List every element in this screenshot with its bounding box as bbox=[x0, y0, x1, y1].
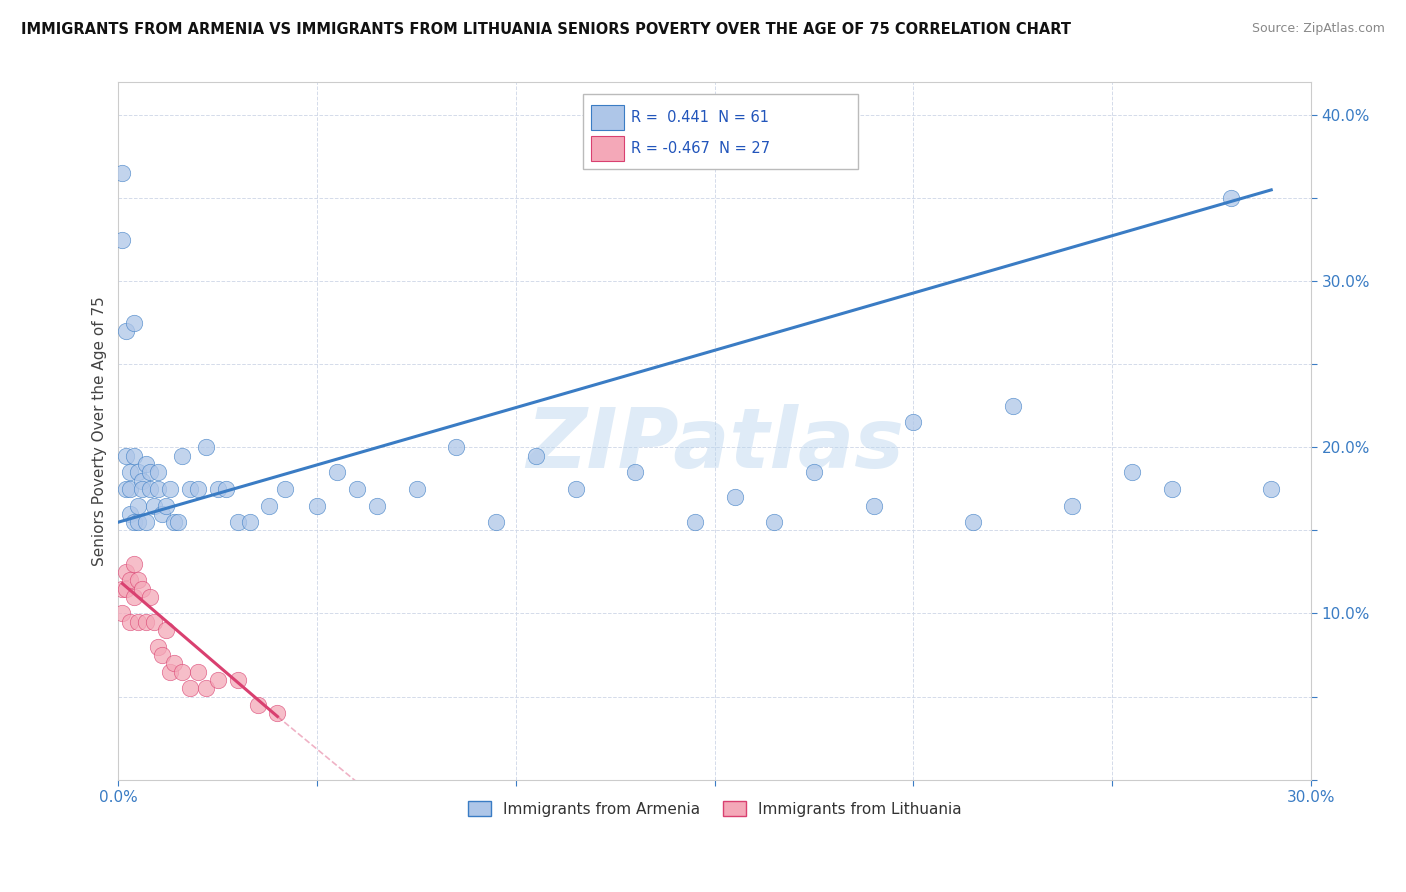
Point bbox=[763, 515, 786, 529]
Point bbox=[127, 574, 149, 588]
Point bbox=[179, 681, 201, 696]
Point bbox=[124, 590, 146, 604]
Point bbox=[259, 499, 281, 513]
Text: R =  0.441  N = 61: R = 0.441 N = 61 bbox=[631, 111, 769, 125]
Point bbox=[215, 482, 238, 496]
Point bbox=[1160, 482, 1182, 496]
Point bbox=[163, 657, 186, 671]
Point bbox=[346, 482, 368, 496]
Point bbox=[170, 449, 193, 463]
Point bbox=[405, 482, 427, 496]
Point bbox=[155, 499, 177, 513]
Point bbox=[127, 515, 149, 529]
Point bbox=[143, 615, 166, 629]
Point bbox=[127, 499, 149, 513]
Point bbox=[111, 607, 134, 621]
Point bbox=[120, 507, 142, 521]
Point bbox=[135, 457, 157, 471]
Point bbox=[624, 465, 647, 479]
Point bbox=[862, 499, 884, 513]
Point bbox=[111, 233, 134, 247]
Point bbox=[139, 465, 162, 479]
Legend: Immigrants from Armenia, Immigrants from Lithuania: Immigrants from Armenia, Immigrants from… bbox=[460, 793, 969, 824]
Point bbox=[485, 515, 508, 529]
Point bbox=[127, 465, 149, 479]
Point bbox=[159, 665, 181, 679]
Point bbox=[124, 515, 146, 529]
Point bbox=[150, 648, 173, 662]
Point bbox=[307, 499, 329, 513]
Point bbox=[207, 482, 229, 496]
Point bbox=[120, 482, 142, 496]
Point bbox=[120, 465, 142, 479]
Point bbox=[179, 482, 201, 496]
Point bbox=[246, 698, 269, 712]
Point bbox=[120, 574, 142, 588]
Point bbox=[683, 515, 706, 529]
Point bbox=[115, 582, 138, 596]
Point bbox=[131, 482, 153, 496]
Point bbox=[1220, 191, 1243, 205]
Point bbox=[115, 482, 138, 496]
Point bbox=[1260, 482, 1282, 496]
Text: ZIPatlas: ZIPatlas bbox=[526, 404, 904, 485]
Point bbox=[124, 557, 146, 571]
Point bbox=[111, 582, 134, 596]
Point bbox=[135, 515, 157, 529]
Text: R = -0.467  N = 27: R = -0.467 N = 27 bbox=[631, 142, 770, 156]
Point bbox=[1001, 399, 1024, 413]
Point bbox=[127, 615, 149, 629]
Point bbox=[139, 590, 162, 604]
Point bbox=[1062, 499, 1084, 513]
Point bbox=[903, 416, 925, 430]
Point bbox=[143, 499, 166, 513]
Point bbox=[1121, 465, 1143, 479]
Point bbox=[163, 515, 186, 529]
Point bbox=[170, 665, 193, 679]
Point bbox=[120, 615, 142, 629]
Point bbox=[564, 482, 586, 496]
Point bbox=[723, 490, 745, 504]
Point bbox=[194, 681, 217, 696]
Point bbox=[115, 565, 138, 579]
Point bbox=[239, 515, 262, 529]
Point bbox=[148, 465, 170, 479]
Point bbox=[266, 706, 288, 721]
Point bbox=[111, 166, 134, 180]
Point bbox=[446, 441, 468, 455]
Point bbox=[187, 482, 209, 496]
Point bbox=[524, 449, 547, 463]
Point bbox=[207, 673, 229, 687]
Point bbox=[187, 665, 209, 679]
Point bbox=[803, 465, 825, 479]
Text: Source: ZipAtlas.com: Source: ZipAtlas.com bbox=[1251, 22, 1385, 36]
Point bbox=[226, 515, 249, 529]
Point bbox=[159, 482, 181, 496]
Point bbox=[326, 465, 349, 479]
Point bbox=[148, 482, 170, 496]
Point bbox=[124, 316, 146, 330]
Point bbox=[115, 449, 138, 463]
Point bbox=[155, 623, 177, 637]
Point bbox=[167, 515, 190, 529]
Point bbox=[194, 441, 217, 455]
Text: IMMIGRANTS FROM ARMENIA VS IMMIGRANTS FROM LITHUANIA SENIORS POVERTY OVER THE AG: IMMIGRANTS FROM ARMENIA VS IMMIGRANTS FR… bbox=[21, 22, 1071, 37]
Point bbox=[124, 449, 146, 463]
Point bbox=[366, 499, 388, 513]
Point bbox=[962, 515, 984, 529]
Point bbox=[148, 640, 170, 654]
Point bbox=[226, 673, 249, 687]
Y-axis label: Seniors Poverty Over the Age of 75: Seniors Poverty Over the Age of 75 bbox=[93, 296, 107, 566]
Point bbox=[274, 482, 297, 496]
Point bbox=[131, 474, 153, 488]
Point bbox=[135, 615, 157, 629]
Point bbox=[139, 482, 162, 496]
Point bbox=[150, 507, 173, 521]
Point bbox=[115, 324, 138, 338]
Point bbox=[131, 582, 153, 596]
